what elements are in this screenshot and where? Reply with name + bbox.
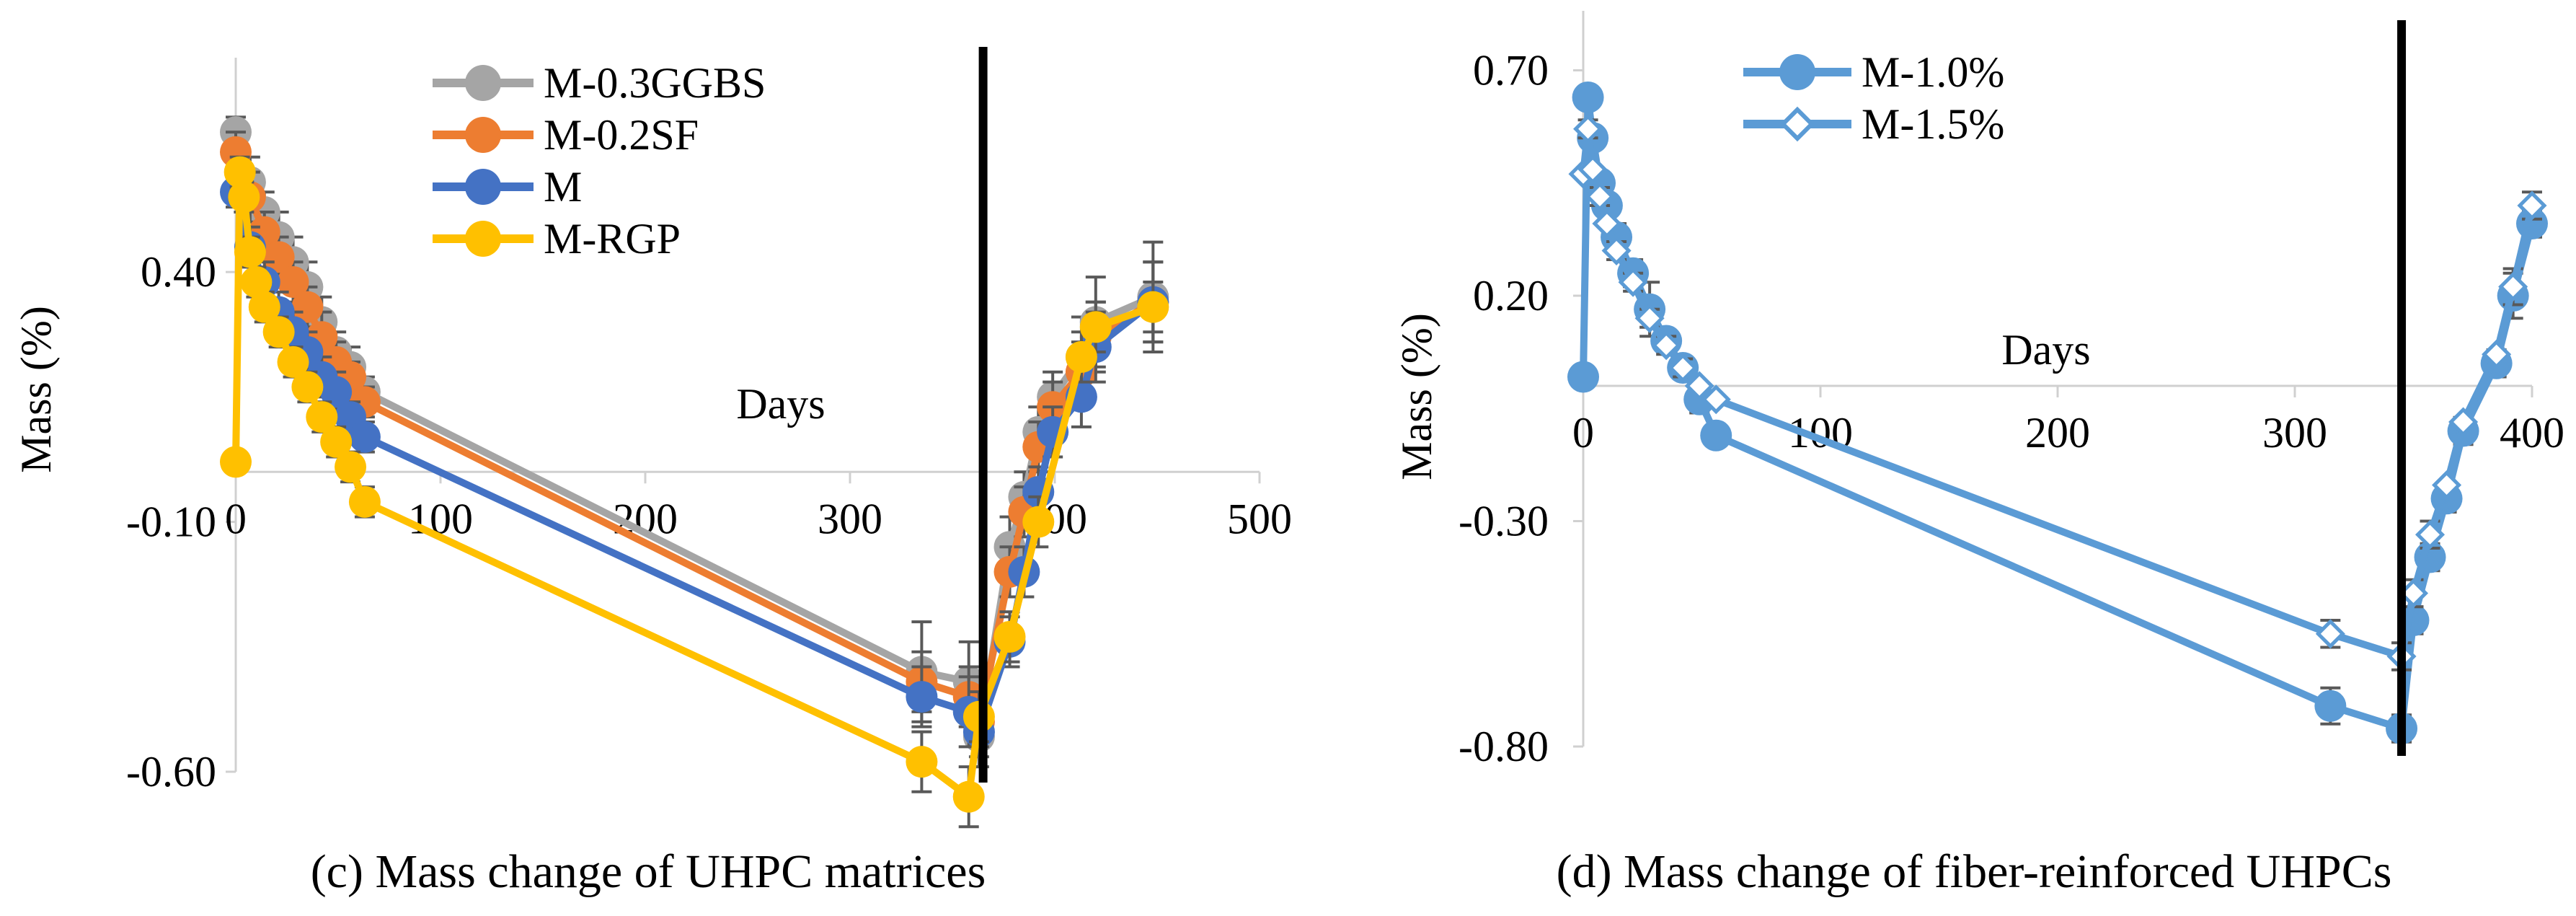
data-point (1601, 235, 1632, 266)
data-point (306, 401, 338, 433)
data-point (262, 316, 295, 348)
legend-label: M-1.0% (1862, 48, 2004, 96)
data-point (906, 746, 938, 778)
caption-d: (d) Mass change of fiber-reinforced UHPC… (1557, 845, 2392, 898)
series-M-1.5% (1568, 114, 2547, 671)
data-point (952, 780, 985, 813)
legend-marker (465, 169, 501, 205)
data-point (228, 181, 260, 213)
data-point (2314, 690, 2347, 722)
x-tick-label: 200 (2025, 409, 2090, 457)
legend-marker (465, 117, 501, 153)
data-point (335, 451, 367, 483)
legend-marker (1779, 54, 1815, 90)
data-point (906, 681, 938, 713)
data-point (2498, 271, 2528, 302)
y-tick-label: 0.20 (1473, 272, 1549, 320)
y-tick-label: -0.80 (1459, 723, 1549, 770)
data-point (291, 371, 324, 403)
data-point (2415, 519, 2446, 550)
legend-marker (465, 221, 501, 257)
x-axis-title: Days (736, 380, 825, 428)
x-axis-title: Days (2001, 326, 2090, 374)
data-point (1592, 208, 1622, 239)
data-point (1701, 384, 1731, 415)
data-point (234, 236, 266, 268)
data-point (262, 241, 295, 273)
data-point (348, 420, 381, 453)
data-point (1137, 291, 1169, 323)
data-point (1572, 82, 1604, 113)
data-point (2315, 619, 2345, 649)
data-point (240, 266, 273, 298)
data-point (223, 156, 256, 188)
x-tick-label: 500 (1227, 495, 1292, 542)
data-point (277, 345, 309, 378)
y-tick-label: -0.60 (126, 748, 216, 796)
data-point (1684, 371, 1714, 401)
data-point (993, 620, 1026, 653)
x-tick-label: 300 (2262, 409, 2327, 457)
caption-c: (c) Mass change of UHPC matrices (311, 845, 986, 898)
data-point (2482, 339, 2512, 369)
legend-label: M (544, 163, 582, 211)
data-point (1065, 340, 1097, 373)
y-tick-label: -0.30 (1459, 498, 1549, 545)
data-point (277, 266, 309, 298)
data-point (2517, 190, 2547, 221)
data-point (1585, 181, 1615, 212)
x-tick-label: 300 (818, 495, 882, 542)
data-point (1700, 419, 1732, 452)
legend-label: M-RGP (544, 215, 681, 263)
data-point (2432, 470, 2462, 501)
data-point (320, 376, 353, 408)
chart-d-mass-change-fiber: 0.700.20-0.30-0.800 100 200 300 400DaysMass … (1393, 11, 2564, 770)
legend-label: M-1.5% (1862, 100, 2004, 148)
data-point (1668, 353, 1698, 383)
x-tick-label: 0 (225, 495, 247, 542)
legend-marker (465, 65, 501, 101)
data-point (1022, 506, 1055, 538)
y-axis-title: Mass (%) (1393, 313, 1440, 480)
y-axis-title: Mass (%) (12, 306, 60, 473)
data-point (1577, 154, 1608, 185)
data-point (1618, 267, 1648, 297)
data-point (1567, 361, 1599, 393)
data-point (1651, 330, 1681, 361)
legend-label: M-0.2SF (544, 111, 699, 159)
data-point (320, 426, 353, 458)
data-point (248, 291, 280, 323)
data-point (1079, 311, 1112, 343)
series-M-RGP (220, 155, 1169, 829)
x-tick-label: 0 (1572, 409, 1594, 457)
y-tick-label: 0.70 (1473, 47, 1549, 94)
x-tick-label: 400 (2500, 409, 2564, 457)
y-tick-label: 0.40 (141, 248, 216, 296)
data-point (1573, 114, 1603, 144)
data-point (2448, 407, 2479, 437)
legend-label: M-0.3GGBS (544, 59, 766, 107)
legend-marker (1779, 106, 1815, 142)
data-point (291, 291, 324, 323)
legend: M-1.0%M-1.5% (1743, 48, 2004, 148)
y-tick-label: -0.10 (126, 498, 216, 546)
data-point (1634, 303, 1665, 333)
data-point (220, 446, 252, 478)
data-point (348, 485, 381, 518)
